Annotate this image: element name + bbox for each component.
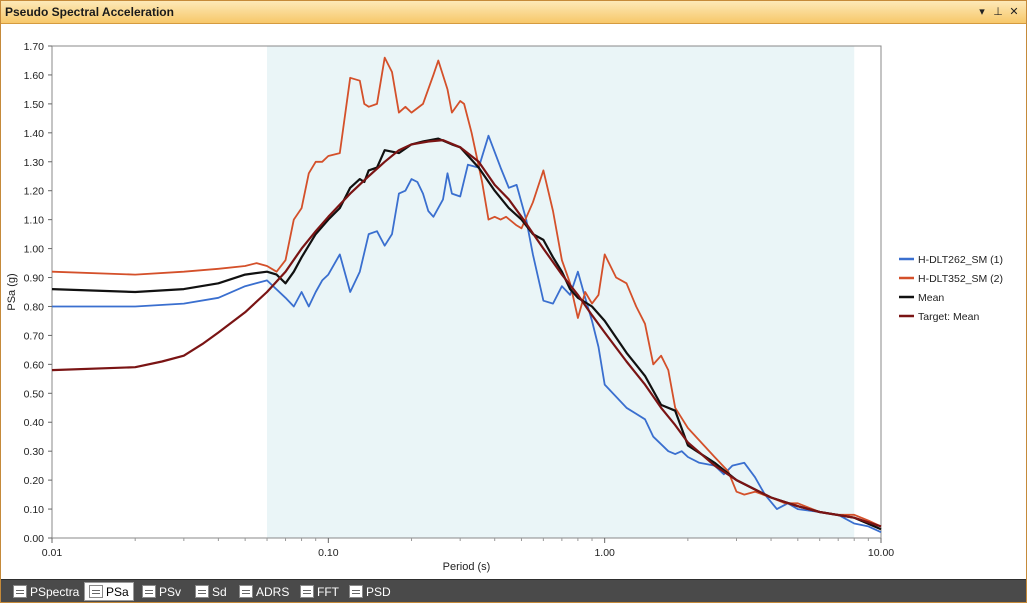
y-tick-label: 0.60 <box>24 359 45 371</box>
y-tick-label: 0.50 <box>24 388 45 400</box>
tab-label: PSD <box>366 584 391 599</box>
series-line-2 <box>51 56 882 528</box>
tab-adrs[interactable]: ADRS <box>235 582 293 601</box>
y-tick-label: 0.80 <box>24 301 45 313</box>
series-line-4 <box>51 139 882 528</box>
y-tick-label: 0.90 <box>24 273 45 285</box>
tab-label: FFT <box>317 584 339 599</box>
y-tick-label: 1.70 <box>24 41 45 53</box>
tab-label: ADRS <box>256 584 290 599</box>
y-axis-title: PSa (g) <box>6 273 18 310</box>
y-tick-label: 1.10 <box>24 215 45 227</box>
sd-icon <box>195 585 209 598</box>
x-axis-title: Period (s) <box>443 561 491 573</box>
legend-entry: Mean <box>918 292 944 304</box>
spectra-icon <box>13 585 27 598</box>
psa-chart[interactable]: 0.00 0.10 0.20 0.30 0.40 0.50 0.60 0.70 0.80 0.90… <box>1 24 1026 579</box>
y-tick-label: 0.20 <box>24 475 45 487</box>
fft-icon <box>300 585 314 598</box>
y-tick-label: 1.50 <box>24 99 45 111</box>
title-bar: Pseudo Spectral Acceleration ▾ ⊥ ✕ <box>1 1 1026 24</box>
legend-entry: Target: Mean <box>918 311 979 323</box>
plot-frame <box>51 45 882 539</box>
pin-icon[interactable]: ⊥ <box>993 6 1003 18</box>
y-tick-label: 1.40 <box>24 128 45 140</box>
x-tick-label: 10.00 <box>868 547 894 559</box>
tab-label: PSa <box>106 584 129 599</box>
tab-psv[interactable]: PSv <box>138 582 185 601</box>
dropdown-icon[interactable]: ▾ <box>979 6 985 18</box>
x-tick-label: 0.10 <box>318 547 339 559</box>
tab-psa[interactable]: PSa <box>84 582 134 601</box>
tab-pspectra[interactable]: PSpectra <box>9 582 83 601</box>
series-line-1 <box>52 134 882 534</box>
y-tick-label: 0.00 <box>24 533 45 545</box>
tab-fft[interactable]: FFT <box>296 582 343 601</box>
plot-area: 0.00 0.10 0.20 0.30 0.40 0.50 0.60 0.70 0.80 0.90… <box>1 24 1026 579</box>
y-tick-label: 0.10 <box>24 504 45 516</box>
tab-label: PSpectra <box>30 584 80 599</box>
target-period-range <box>267 46 855 538</box>
tab-psd[interactable]: PSD <box>345 582 395 601</box>
x-tick-label: 0.01 <box>42 547 63 559</box>
tab-sd[interactable]: Sd <box>191 582 231 601</box>
y-tick-label: 1.00 <box>24 244 45 256</box>
psa-icon <box>89 585 103 598</box>
y-tick-label: 0.30 <box>24 446 45 458</box>
tab-label: Sd <box>212 584 227 599</box>
adrs-icon <box>239 585 253 598</box>
psv-icon <box>142 585 156 598</box>
psd-icon <box>349 585 363 598</box>
close-icon[interactable]: ✕ <box>1009 6 1019 18</box>
legend-entry: H-DLT352_SM (2) <box>918 273 1003 285</box>
y-tick-label: 1.20 <box>24 186 45 198</box>
y-tick-label: 0.40 <box>24 417 45 429</box>
tab-label: PSv <box>159 584 182 599</box>
window-title: Pseudo Spectral Acceleration <box>5 5 174 19</box>
tab-bar: PSpectra PSa PSv Sd ADRS FFT PSD <box>1 579 1026 602</box>
legend-entry: H-DLT262_SM (1) <box>918 254 1003 266</box>
y-tick-label: 0.70 <box>24 330 45 342</box>
y-tick-label: 1.30 <box>24 157 45 169</box>
x-tick-label: 1.00 <box>594 547 615 559</box>
y-tick-label: 1.60 <box>24 70 45 82</box>
